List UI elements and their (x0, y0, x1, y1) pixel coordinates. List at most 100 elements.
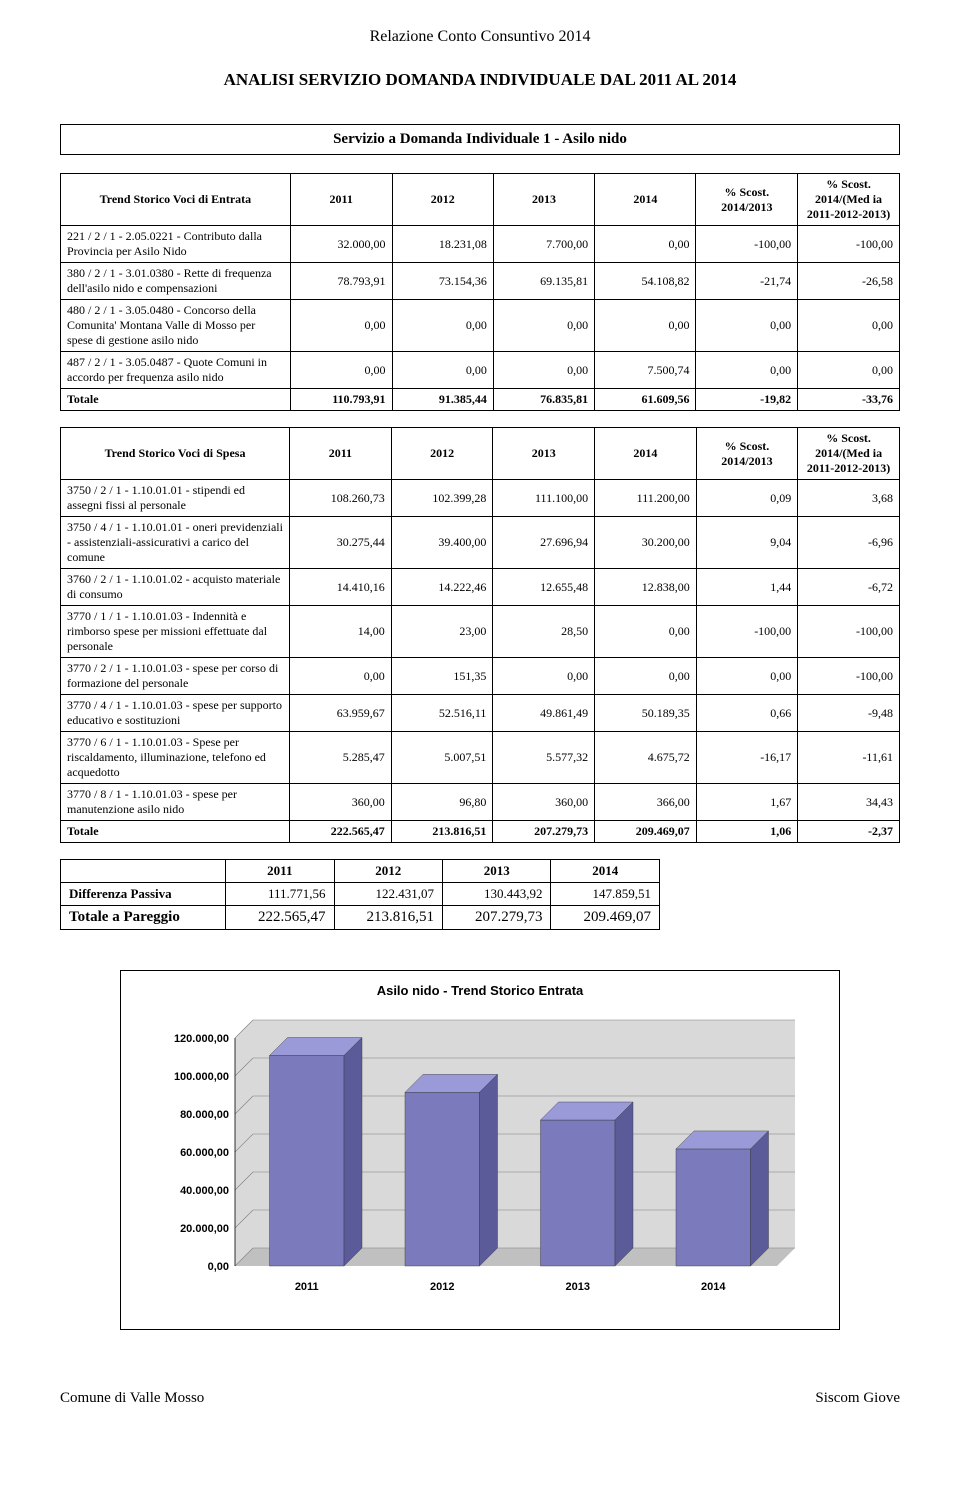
table-header-col: % Scost. 2014/(Med ia 2011-2012-2013) (798, 174, 900, 226)
chart-bar3d: 0,0020.000,0040.000,0060.000,0080.000,00… (145, 1010, 805, 1300)
summary-row-value: 147.859,51 (551, 883, 660, 906)
row-value: 4.675,72 (595, 732, 697, 784)
table-row: 3770 / 8 / 1 - 1.10.01.03 - spese per ma… (61, 784, 900, 821)
table-row: 3770 / 4 / 1 - 1.10.01.03 - spese per su… (61, 695, 900, 732)
summary-header-col: 2012 (334, 860, 442, 883)
row-value: 28,50 (493, 606, 595, 658)
section-title: Servizio a Domanda Individuale 1 - Asilo… (60, 124, 900, 155)
row-value: 18.231,08 (392, 226, 493, 263)
table-row: 3770 / 2 / 1 - 1.10.01.03 - spese per co… (61, 658, 900, 695)
summary-row-label: Differenza Passiva (61, 883, 226, 906)
total-label: Totale (61, 821, 290, 843)
row-value: 0,09 (696, 480, 797, 517)
summary-row-value: 130.443,92 (443, 883, 551, 906)
total-value: 61.609,56 (595, 389, 696, 411)
summary-row-value: 213.816,51 (334, 906, 442, 930)
total-value: 76.835,81 (493, 389, 594, 411)
total-value: -33,76 (798, 389, 900, 411)
row-value: 0,66 (696, 695, 797, 732)
row-label: 221 / 2 / 1 - 2.05.0221 - Contributo dal… (61, 226, 291, 263)
table-row: 3750 / 2 / 1 - 1.10.01.01 - stipendi ed … (61, 480, 900, 517)
row-value: -100,00 (798, 226, 900, 263)
table-header-col: 2012 (392, 174, 493, 226)
summary-blank-header (61, 860, 226, 883)
row-value: 0,00 (595, 226, 696, 263)
total-value: 1,06 (696, 821, 797, 843)
svg-text:100.000,00: 100.000,00 (174, 1071, 229, 1083)
row-value: 14,00 (290, 606, 392, 658)
row-label: 3770 / 2 / 1 - 1.10.01.03 - spese per co… (61, 658, 290, 695)
svg-text:120.000,00: 120.000,00 (174, 1033, 229, 1045)
row-value: -6,96 (798, 517, 900, 569)
table-header-col: % Scost. 2014/2013 (696, 174, 798, 226)
row-value: 1,44 (696, 569, 797, 606)
row-value: 9,04 (696, 517, 797, 569)
row-value: 69.135,81 (493, 263, 594, 300)
row-value: -11,61 (798, 732, 900, 784)
row-value: 0,00 (493, 658, 595, 695)
table-header-col: 2013 (493, 428, 595, 480)
row-label: 3770 / 6 / 1 - 1.10.01.03 - Spese per ri… (61, 732, 290, 784)
svg-text:20.000,00: 20.000,00 (180, 1223, 229, 1235)
row-value: 52.516,11 (391, 695, 493, 732)
table-header-col: 2014 (595, 428, 697, 480)
summary-row: Totale a Pareggio222.565,47213.816,51207… (61, 906, 660, 930)
row-value: 108.260,73 (290, 480, 392, 517)
row-value: 63.959,67 (290, 695, 392, 732)
row-value: 23,00 (391, 606, 493, 658)
row-value: 360,00 (290, 784, 392, 821)
table-header-label: Trend Storico Voci di Entrata (61, 174, 291, 226)
table-row: 3750 / 4 / 1 - 1.10.01.01 - oneri previd… (61, 517, 900, 569)
row-value: 5.285,47 (290, 732, 392, 784)
row-value: 14.222,46 (391, 569, 493, 606)
summary-header-col: 2011 (226, 860, 334, 883)
row-value: -100,00 (798, 658, 900, 695)
row-value: 366,00 (595, 784, 697, 821)
table-row: 3770 / 1 / 1 - 1.10.01.03 - Indennità e … (61, 606, 900, 658)
row-value: 0,00 (696, 658, 797, 695)
row-value: 0,00 (290, 300, 392, 352)
svg-text:0,00: 0,00 (208, 1261, 229, 1273)
table-header-col: % Scost. 2014/2013 (696, 428, 797, 480)
total-value: 213.816,51 (391, 821, 493, 843)
row-value: 7.700,00 (493, 226, 594, 263)
row-value: 5.007,51 (391, 732, 493, 784)
row-label: 3750 / 4 / 1 - 1.10.01.01 - oneri previd… (61, 517, 290, 569)
table-header-col: 2011 (290, 428, 392, 480)
table-row: 480 / 2 / 1 - 3.05.0480 - Concorso della… (61, 300, 900, 352)
svg-text:2012: 2012 (430, 1281, 454, 1293)
table-total-row: Totale222.565,47213.816,51207.279,73209.… (61, 821, 900, 843)
table-entrata: Trend Storico Voci di Entrata20112012201… (60, 173, 900, 411)
table-row: 3770 / 6 / 1 - 1.10.01.03 - Spese per ri… (61, 732, 900, 784)
row-value: 0,00 (798, 352, 900, 389)
row-value: 0,00 (392, 300, 493, 352)
table-header-col: 2013 (493, 174, 594, 226)
row-value: -16,17 (696, 732, 797, 784)
svg-text:2013: 2013 (566, 1281, 590, 1293)
row-value: 49.861,49 (493, 695, 595, 732)
summary-row-value: 207.279,73 (443, 906, 551, 930)
row-value: 360,00 (493, 784, 595, 821)
row-value: -100,00 (696, 226, 798, 263)
row-value: 0,00 (290, 658, 392, 695)
total-value: 91.385,44 (392, 389, 493, 411)
svg-text:2011: 2011 (295, 1281, 319, 1293)
row-value: -100,00 (696, 606, 797, 658)
row-label: 3760 / 2 / 1 - 1.10.01.02 - acquisto mat… (61, 569, 290, 606)
row-value: 30.200,00 (595, 517, 697, 569)
row-label: 3770 / 8 / 1 - 1.10.01.03 - spese per ma… (61, 784, 290, 821)
table-spesa: Trend Storico Voci di Spesa2011201220132… (60, 427, 900, 843)
total-value: 222.565,47 (290, 821, 392, 843)
row-value: 0,00 (595, 658, 697, 695)
summary-row: Differenza Passiva111.771,56122.431,0713… (61, 883, 660, 906)
row-value: 39.400,00 (391, 517, 493, 569)
table-header-col: 2014 (595, 174, 696, 226)
summary-row-value: 111.771,56 (226, 883, 334, 906)
row-value: -100,00 (798, 606, 900, 658)
table-row: 380 / 2 / 1 - 3.01.0380 - Rette di frequ… (61, 263, 900, 300)
table-header-col: 2011 (290, 174, 392, 226)
row-value: 5.577,32 (493, 732, 595, 784)
total-value: -19,82 (696, 389, 798, 411)
table-row: 221 / 2 / 1 - 2.05.0221 - Contributo dal… (61, 226, 900, 263)
row-label: 380 / 2 / 1 - 3.01.0380 - Rette di frequ… (61, 263, 291, 300)
